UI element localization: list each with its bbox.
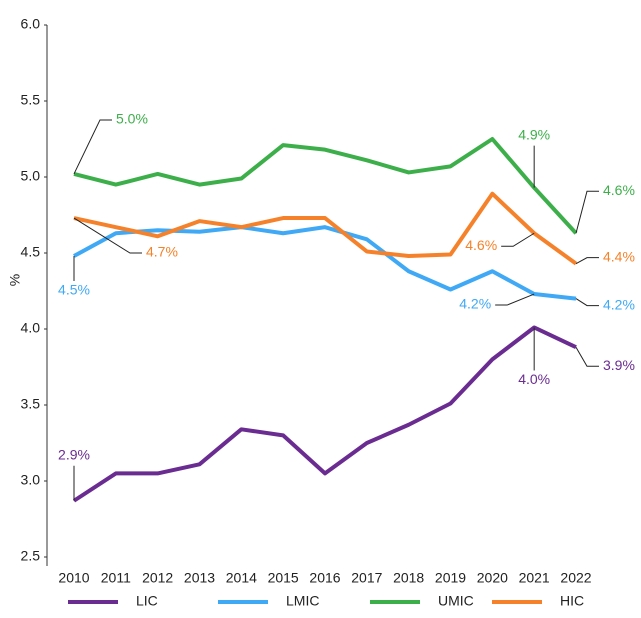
- series-line: [73, 225, 577, 301]
- data-label: 4.0%: [518, 371, 550, 387]
- label-leader: [73, 217, 142, 254]
- series-line: [72, 325, 577, 503]
- y-tick-label: 6.0: [21, 16, 41, 32]
- y-tick-label: 3.5: [21, 396, 41, 412]
- data-label: 4.2%: [459, 296, 491, 312]
- legend-label: LIC: [136, 593, 158, 609]
- x-tick-label: 2012: [142, 570, 173, 586]
- y-tick-label: 4.5: [21, 244, 41, 260]
- x-tick-label: 2015: [268, 570, 299, 586]
- y-tick-label: 3.0: [21, 472, 41, 488]
- label-leader: [501, 232, 535, 247]
- x-tick-label: 2020: [477, 570, 508, 586]
- data-label: 4.6%: [465, 237, 497, 253]
- data-label: 2.9%: [58, 446, 90, 462]
- legend-label: LMIC: [286, 593, 319, 609]
- x-tick-label: 2013: [184, 570, 215, 586]
- x-tick-label: 2011: [101, 570, 131, 586]
- x-tick-label: 2016: [309, 570, 340, 586]
- y-tick-label: 5.0: [21, 168, 41, 184]
- data-label: 4.7%: [146, 244, 178, 260]
- y-tick-label: 2.5: [21, 548, 41, 564]
- x-tick-label: 2022: [560, 570, 591, 586]
- label-leader: [575, 298, 599, 307]
- legend-label: UMIC: [438, 593, 474, 609]
- data-label: 4.4%: [603, 248, 635, 264]
- label-leader: [495, 293, 535, 306]
- label-leader: [575, 190, 599, 234]
- x-tick-label: 2021: [519, 570, 550, 586]
- legend-label: HIC: [560, 593, 584, 609]
- series-line: [73, 137, 578, 235]
- x-tick-label: 2010: [58, 570, 89, 586]
- y-axis-label: %: [7, 274, 23, 286]
- data-label: 4.6%: [603, 182, 635, 198]
- data-label: 4.5%: [58, 282, 90, 298]
- x-tick-label: 2017: [351, 570, 382, 586]
- data-label: 4.2%: [603, 296, 635, 312]
- label-leader: [73, 119, 112, 175]
- data-label: 4.9%: [518, 126, 550, 142]
- series-line: [73, 191, 578, 266]
- x-tick-label: 2019: [435, 570, 466, 586]
- data-label: 3.9%: [603, 357, 635, 373]
- data-label: 5.0%: [116, 111, 148, 127]
- y-tick-label: 4.0: [21, 320, 41, 336]
- label-leader: [575, 257, 599, 265]
- label-leader: [575, 346, 599, 367]
- x-tick-label: 2018: [393, 570, 424, 586]
- x-tick-label: 2014: [226, 570, 257, 586]
- y-tick-label: 5.5: [21, 92, 41, 108]
